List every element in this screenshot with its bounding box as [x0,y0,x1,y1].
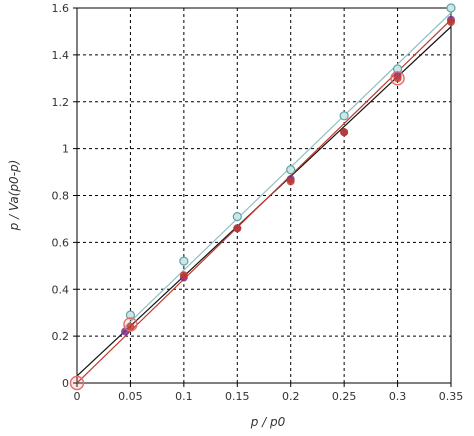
fit-line-series-3 [76,19,452,384]
data-point-series-1 [446,3,456,13]
y-axis-label: p / Va(p0-p) [7,160,21,232]
data-point-series-3 [393,74,402,83]
y-tick-label: 0.2 [52,330,70,343]
x-tick-label: 0.35 [439,390,464,403]
x-tick-label: 0.1 [175,390,193,403]
y-tick-label: 0 [62,377,69,390]
data-point-series-3 [233,224,242,233]
y-tick-label: 1 [62,143,69,156]
data-point-series-1 [125,310,136,320]
data-point-series-3 [340,128,349,137]
data-point-series-3 [286,177,295,186]
x-tick-label: 0 [74,390,81,403]
x-tick-label: 0.2 [282,390,300,403]
data-point-series-4 [69,375,85,391]
data-point-series-1 [232,211,242,222]
data-point-series-1 [339,111,349,121]
x-tick-label: 0.3 [389,390,407,403]
y-tick-label: 0.8 [52,190,70,203]
data-point-series-3 [179,271,188,280]
axis-ticks: 0 0.05 0.1 0.15 0.2 0.25 0.3 0.35 0 0.2 0.4 0.6 0.8 1… [52,2,464,403]
y-tick-label: 1.4 [52,49,70,62]
data-point-series-1 [286,165,296,175]
x-tick-label: 0.05 [118,390,143,403]
x-tick-label: 0.15 [225,390,250,403]
y-tick-label: 0.4 [52,283,70,296]
grid-lines [77,8,451,383]
data-point-series-1 [179,256,189,266]
data-point-series-4 [390,71,405,86]
data-points [69,3,456,391]
data-point-series-3 [447,18,455,27]
x-axis-label: p / p0 [250,415,286,429]
y-tick-label: 1.6 [52,2,70,15]
y-tick-label: 1.2 [52,96,70,109]
data-point-series-4 [123,317,138,332]
y-tick-label: 0.6 [52,236,70,249]
x-tick-label: 0.25 [332,390,357,403]
